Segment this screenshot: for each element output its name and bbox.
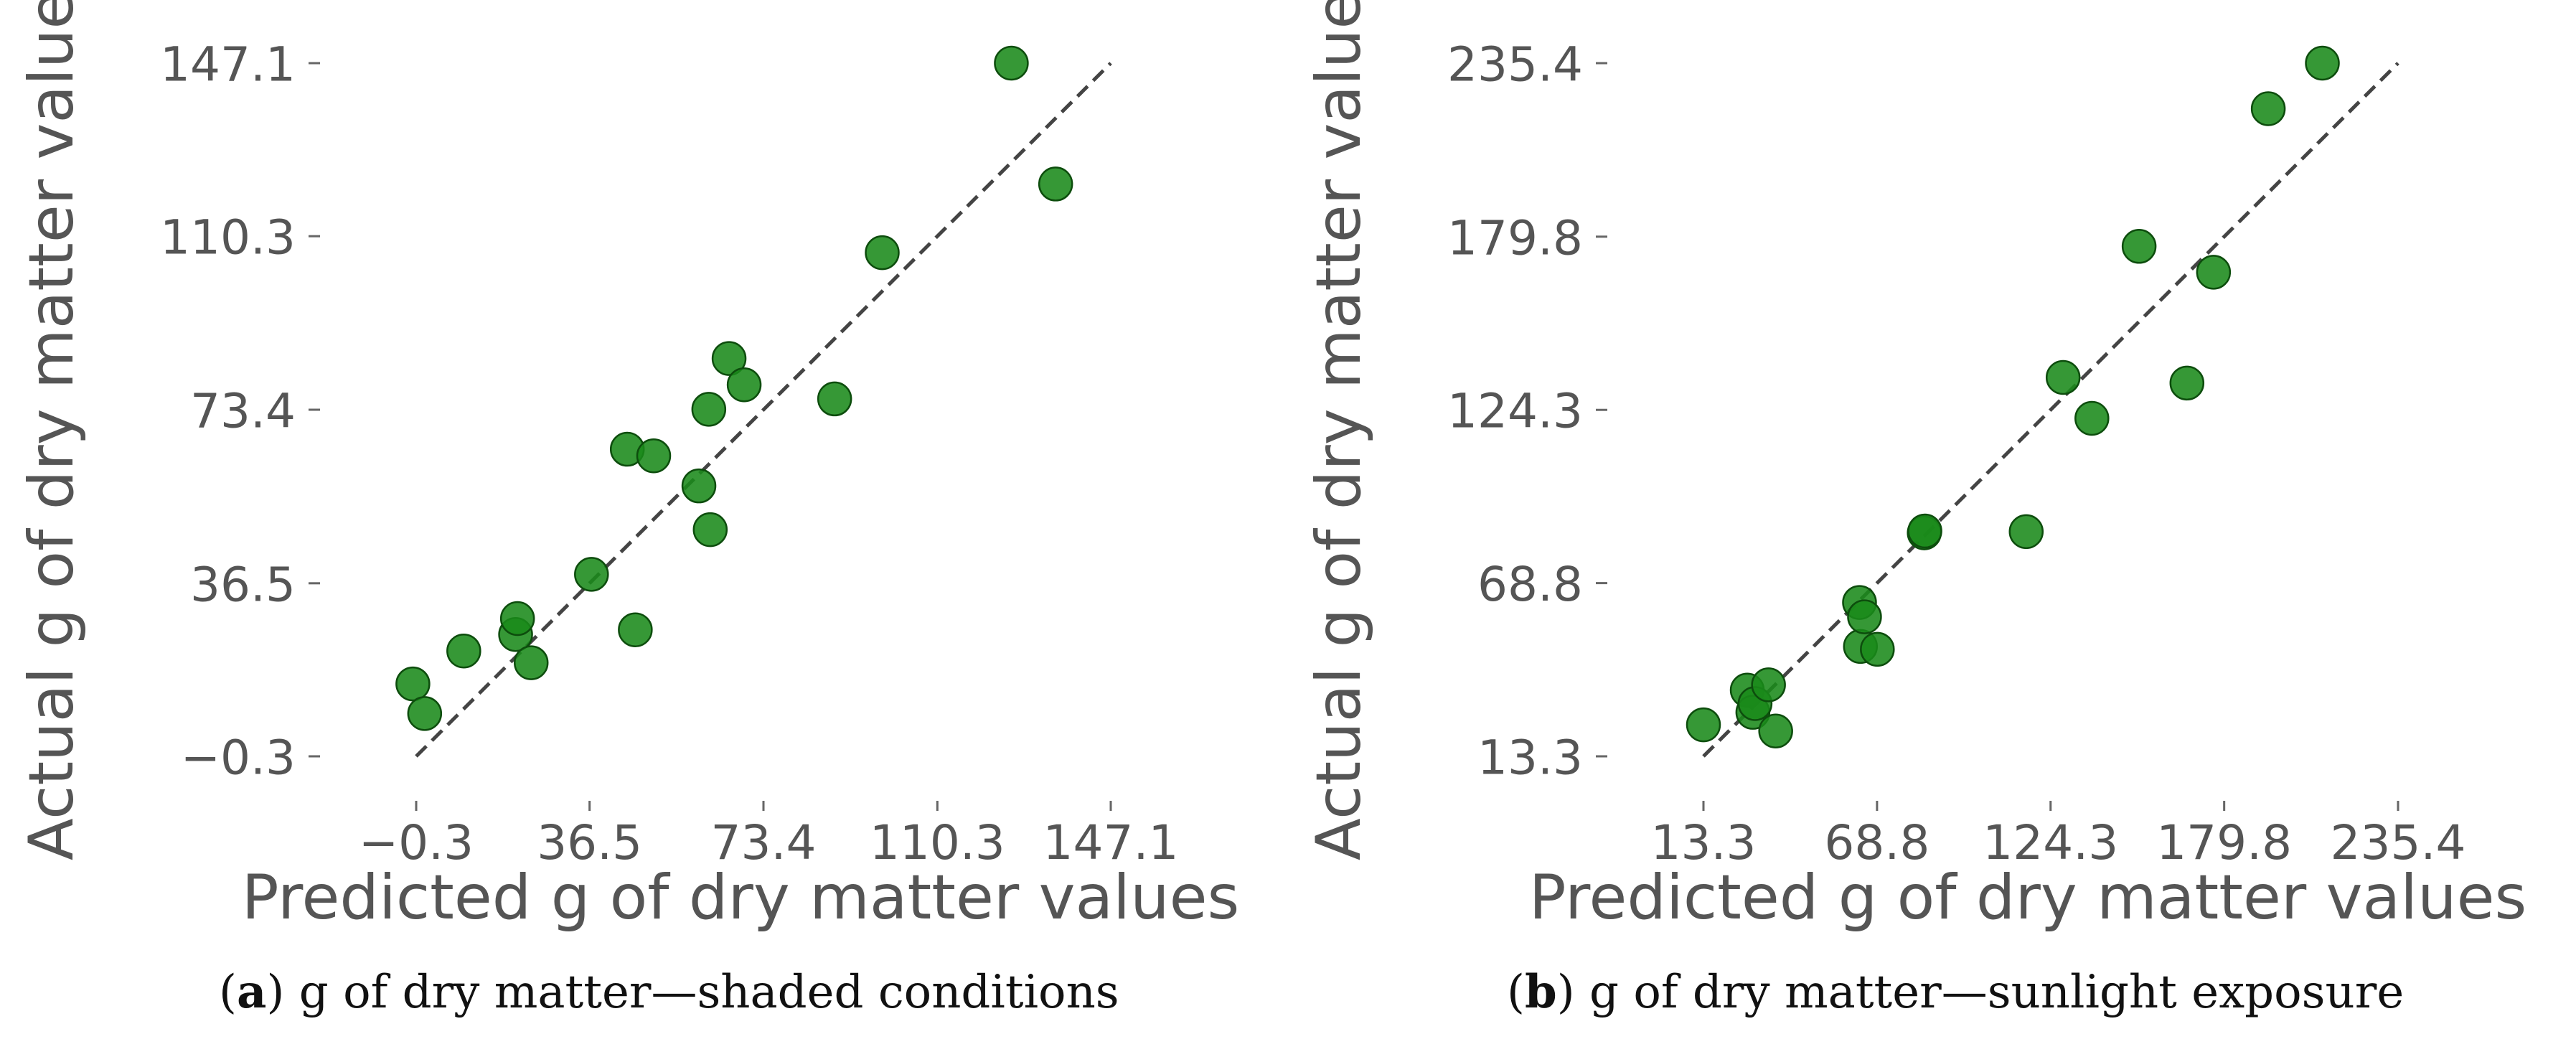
x-tick: 179.8 bbox=[2156, 801, 2292, 870]
x-tick-label: 179.8 bbox=[2156, 815, 2292, 870]
data-point bbox=[1751, 667, 1786, 702]
y-axis-label: Actual g of dry matter values bbox=[1303, 0, 1375, 860]
data-point bbox=[692, 512, 728, 548]
x-tick-label: 235.4 bbox=[2331, 815, 2466, 870]
identity-line bbox=[1702, 62, 2399, 758]
y-tick: 36.5 bbox=[190, 557, 320, 612]
data-point bbox=[2305, 45, 2340, 81]
x-tick-label: 110.3 bbox=[870, 815, 1005, 870]
caption-text: g of dry matter—sunlight exposure bbox=[1589, 966, 2405, 1019]
data-point bbox=[2008, 514, 2044, 550]
data-point bbox=[2074, 400, 2110, 436]
scatter-panel-a: −0.3 36.5 73.4 110.3 147.1 −0.3 36.5 73.… bbox=[16, 0, 1239, 934]
caption-letter: b bbox=[1524, 965, 1557, 1019]
x-axis-label: Predicted g of dry matter values bbox=[1529, 862, 2527, 934]
y-tick-label: −0.3 bbox=[181, 730, 296, 786]
y-tick-label: 13.3 bbox=[1477, 730, 1583, 786]
y-tick: 110.3 bbox=[160, 210, 320, 266]
caption-letter: a bbox=[236, 965, 267, 1019]
caption-text: g of dry matter—shaded conditions bbox=[299, 966, 1119, 1019]
data-point bbox=[1686, 707, 1721, 743]
data-point bbox=[726, 367, 762, 403]
x-tick-label: 147.1 bbox=[1043, 815, 1179, 870]
data-point bbox=[574, 557, 609, 592]
data-point bbox=[1847, 599, 1882, 634]
y-tick: 68.8 bbox=[1477, 557, 1607, 612]
data-point bbox=[994, 45, 1029, 81]
y-axis-label: Actual g of dry matter values bbox=[16, 0, 88, 860]
y-tick: 124.3 bbox=[1447, 384, 1607, 439]
x-tick: −0.3 bbox=[359, 801, 474, 870]
data-point bbox=[618, 612, 653, 647]
x-tick-label: −0.3 bbox=[359, 815, 474, 870]
x-tick: 68.8 bbox=[1824, 801, 1929, 870]
y-tick-label: 68.8 bbox=[1477, 557, 1583, 612]
x-axis-label: Predicted g of dry matter values bbox=[242, 862, 1240, 934]
data-point bbox=[691, 392, 727, 427]
x-tick-label: 68.8 bbox=[1824, 815, 1929, 870]
y-axis-ticks: 13.3 68.8 124.3 179.8 235.4 bbox=[1447, 37, 1607, 786]
x-tick-label: 36.5 bbox=[537, 815, 642, 870]
y-tick: 147.1 bbox=[160, 37, 320, 93]
x-tick: 36.5 bbox=[537, 801, 642, 870]
y-tick-label: 179.8 bbox=[1447, 210, 1583, 266]
x-tick-label: 124.3 bbox=[1983, 815, 2118, 870]
y-tick-label: 147.1 bbox=[160, 37, 296, 93]
y-tick: 179.8 bbox=[1447, 210, 1607, 266]
identity-line bbox=[415, 62, 1112, 758]
caption-b: (b) g of dry matter—sunlight exposure bbox=[1507, 965, 2405, 1019]
data-point bbox=[2121, 229, 2157, 264]
data-point bbox=[711, 341, 747, 376]
y-axis-ticks: −0.3 36.5 73.4 110.3 147.1 bbox=[160, 37, 320, 786]
x-axis-ticks: −0.3 36.5 73.4 110.3 147.1 bbox=[359, 801, 1179, 870]
x-tick-label: 13.3 bbox=[1651, 815, 1757, 870]
x-tick: 147.1 bbox=[1043, 801, 1179, 870]
data-point bbox=[1758, 713, 1793, 749]
caption-a: (a) g of dry matter—shaded conditions bbox=[219, 965, 1119, 1019]
y-tick: 13.3 bbox=[1477, 730, 1607, 786]
y-tick: 73.4 bbox=[190, 384, 320, 439]
data-point bbox=[2045, 360, 2081, 395]
data-point bbox=[1038, 166, 1073, 202]
data-point bbox=[513, 645, 549, 680]
data-point bbox=[499, 601, 535, 636]
y-tick-label: 36.5 bbox=[190, 557, 296, 612]
data-point bbox=[1860, 631, 1895, 667]
data-points bbox=[1686, 45, 2340, 749]
x-tick: 110.3 bbox=[870, 801, 1005, 870]
x-tick-label: 73.4 bbox=[711, 815, 817, 870]
data-point bbox=[1907, 513, 1942, 549]
data-point bbox=[2196, 255, 2232, 290]
data-point bbox=[681, 468, 717, 504]
y-tick-label: 73.4 bbox=[190, 384, 296, 439]
data-point bbox=[817, 381, 852, 417]
data-point bbox=[446, 633, 481, 669]
x-tick: 73.4 bbox=[711, 801, 817, 870]
y-tick: 235.4 bbox=[1447, 37, 1607, 93]
data-point bbox=[395, 666, 431, 702]
scatter-panel-b: 13.3 68.8 124.3 179.8 235.4 13.3 68.8 12… bbox=[1303, 0, 2526, 934]
y-tick-label: 124.3 bbox=[1447, 384, 1583, 439]
x-tick: 235.4 bbox=[2331, 801, 2466, 870]
x-axis-ticks: 13.3 68.8 124.3 179.8 235.4 bbox=[1651, 801, 2466, 870]
x-tick: 124.3 bbox=[1983, 801, 2118, 870]
data-points bbox=[395, 45, 1073, 731]
data-point bbox=[2250, 91, 2286, 126]
data-point bbox=[865, 235, 900, 271]
y-tick-label: 235.4 bbox=[1447, 37, 1583, 93]
y-tick-label: 110.3 bbox=[160, 210, 296, 266]
x-tick: 13.3 bbox=[1651, 801, 1757, 870]
data-point bbox=[407, 696, 443, 731]
y-tick: −0.3 bbox=[181, 730, 320, 786]
data-point bbox=[2169, 365, 2205, 401]
data-point bbox=[636, 438, 672, 474]
